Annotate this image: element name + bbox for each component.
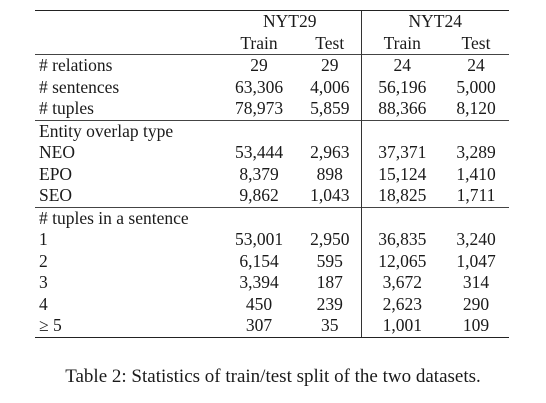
dataset-header-nyt29: NYT29 (219, 10, 361, 33)
cell-value: 35 (299, 315, 361, 338)
cell-value: 53,444 (234, 142, 284, 162)
table-row: ≥ 5 307 35 1,001 109 (35, 315, 509, 338)
row-label: # relations (35, 54, 219, 77)
split-header: Test (461, 32, 491, 53)
section-title-tuples: # tuples in a sentence (35, 206, 361, 229)
cell-value: 109 (443, 315, 509, 338)
cell-value: 24 (443, 54, 509, 77)
section-header-row: Entity overlap type (35, 119, 509, 142)
row-label: 3 (39, 272, 48, 292)
row-label: 1 (39, 229, 48, 249)
corner-cell (35, 10, 219, 33)
cell-value: 18,825 (360, 185, 443, 207)
cell-value: 5,000 (456, 76, 496, 97)
cell-value: 5,859 (310, 98, 350, 118)
cell-value: 898 (316, 163, 343, 184)
cell-value: 2,950 (310, 229, 350, 249)
cell-value: 307 (219, 315, 299, 338)
header-row-splits: Train Test Train Test (35, 32, 509, 55)
cell-value: 3,289 (456, 142, 496, 162)
cell-value: 239 (316, 293, 343, 314)
section-title-overlap: Entity overlap type (35, 119, 361, 142)
table-row: # sentences 63,306 4,006 56,196 5,000 (35, 76, 509, 98)
cell-value: 6,154 (239, 250, 279, 271)
cell-value: 24 (360, 54, 443, 77)
row-label: # tuples (39, 98, 94, 118)
cell-value: 78,973 (234, 98, 284, 118)
table-row: # relations 29 29 24 24 (35, 54, 509, 77)
table-row: # tuples 78,973 5,859 88,366 8,120 (35, 98, 509, 120)
cell-value: 2,963 (310, 142, 350, 162)
row-label: EPO (39, 163, 73, 184)
table-row: 4 450 239 2,623 290 (35, 293, 509, 315)
cell-value: 36,835 (360, 229, 443, 251)
cell-value: 450 (245, 293, 273, 314)
cell-value: 1,711 (456, 185, 496, 205)
row-label: 4 (39, 293, 48, 314)
row-label: # sentences (39, 76, 120, 97)
cell-value: 56,196 (360, 76, 443, 98)
cell-value: 2,623 (360, 293, 443, 315)
cell-value: 15,124 (360, 163, 443, 185)
table-row: 1 53,001 2,950 36,835 3,240 (35, 229, 509, 251)
row-label: SEO (39, 185, 73, 205)
cell-value: 3,672 (360, 272, 443, 294)
table-row: 3 3,394 187 3,672 314 (35, 272, 509, 294)
cell-value: 8,120 (456, 98, 496, 118)
split-header: Train (240, 32, 278, 53)
cell-value: 290 (462, 293, 490, 314)
cell-value: 3,240 (456, 229, 496, 249)
cell-value: 53,001 (234, 229, 284, 249)
cell-value: 8,379 (239, 163, 279, 184)
table-row: EPO 8,379 898 15,124 1,410 (35, 163, 509, 185)
cell-value: 29 (299, 54, 361, 77)
cell-value: 1,410 (456, 163, 496, 184)
cell-value: 88,366 (360, 98, 443, 120)
cell-value: 29 (219, 54, 299, 77)
cell-value: 9,862 (239, 185, 279, 205)
dataset-header-nyt24: NYT24 (360, 10, 509, 33)
section-header-row: # tuples in a sentence (35, 206, 509, 229)
row-label: NEO (39, 142, 75, 162)
split-header: Test (315, 32, 345, 53)
row-label: 2 (39, 250, 48, 271)
cell-value: 595 (316, 250, 343, 271)
row-label: ≥ 5 (35, 315, 219, 338)
cell-value: 187 (316, 272, 343, 292)
table-caption: Table 2: Statistics of train/test split … (65, 366, 481, 387)
cell-value: 63,306 (234, 76, 284, 97)
statistics-table: NYT29 NYT24 Train Test Train Test # rela… (35, 10, 509, 338)
split-header: Train (360, 32, 443, 55)
table-row: 2 6,154 595 12,065 1,047 (35, 250, 509, 272)
table-row: NEO 53,444 2,963 37,371 3,289 (35, 142, 509, 164)
cell-value: 1,043 (310, 185, 350, 205)
table-row: SEO 9,862 1,043 18,825 1,711 (35, 185, 509, 207)
cell-value: 3,394 (239, 272, 279, 292)
cell-value: 314 (462, 272, 490, 292)
cell-value: 4,006 (310, 76, 350, 97)
header-row-datasets: NYT29 NYT24 (35, 10, 509, 33)
cell-value: 12,065 (360, 250, 443, 272)
cell-value: 1,001 (360, 315, 443, 338)
cell-value: 1,047 (456, 250, 496, 271)
cell-value: 37,371 (360, 142, 443, 164)
